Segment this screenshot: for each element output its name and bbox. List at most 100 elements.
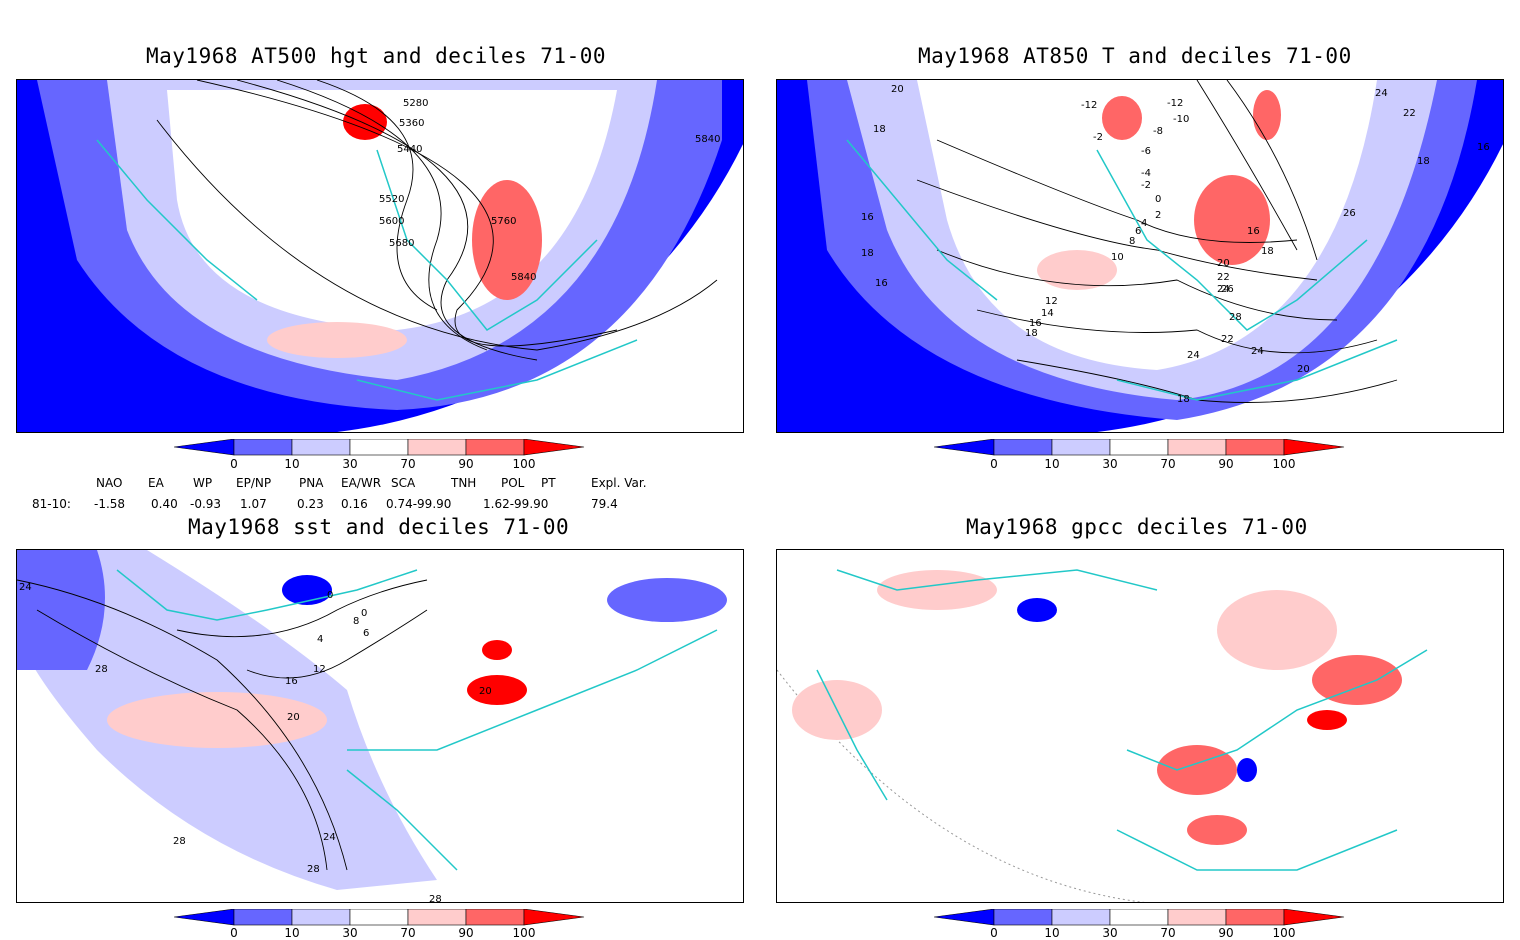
- colorbar-label: 10: [284, 457, 300, 471]
- panel-title-sst: May1968 sst and deciles 71-00: [188, 515, 570, 539]
- contour-label: 5360: [399, 118, 424, 129]
- contour-label: 0: [361, 608, 367, 619]
- contour-label: 20: [479, 686, 492, 697]
- index-header: WP: [193, 476, 213, 490]
- map-anomaly-pink-1: [1217, 590, 1337, 670]
- map-svg-gpcc: [777, 569, 1428, 902]
- map-anomaly-red-1: [1194, 175, 1270, 265]
- colorbar-upper-arrow: [1283, 909, 1345, 926]
- index-value: 1.07: [240, 497, 267, 511]
- map-anomaly-red-3: [1253, 90, 1281, 140]
- map-anomaly-red-1: [1312, 655, 1402, 705]
- contour-label: 16: [861, 212, 874, 223]
- map-anomaly-red: [467, 675, 527, 705]
- colorbar-upper-arrow: [1283, 439, 1345, 456]
- contour-label: 5280: [403, 98, 428, 109]
- contour-label: 18: [1025, 328, 1038, 339]
- map-coastlines: [846, 139, 1398, 401]
- contour-label: 18: [1261, 246, 1274, 257]
- contour-label: 24: [1375, 88, 1388, 99]
- contour-label: 6: [1135, 226, 1141, 237]
- index-value: -0.93: [190, 497, 222, 511]
- map-panel-hgt500: 5280 5360 5440 5520 5600 5680 5760 5840 …: [16, 79, 744, 433]
- map-svg-hgt500: 5280 5360 5440 5520 5600 5680 5760 5840 …: [17, 80, 743, 432]
- contour-label: -10: [1173, 114, 1189, 125]
- colorbar-t850: [934, 439, 1345, 456]
- map-anomaly-blue-1: [1017, 598, 1057, 622]
- colorbar-lower-arrow: [174, 909, 235, 926]
- contour-label: 22: [1217, 272, 1230, 283]
- contour-label: 16: [1029, 318, 1042, 329]
- map-ocean-mid: [17, 550, 105, 670]
- colorbar-label: 90: [1218, 926, 1234, 940]
- contour-label: 12: [1045, 296, 1058, 307]
- contour-label: -4: [1141, 168, 1151, 179]
- map-anomaly-red-2: [1157, 745, 1237, 795]
- index-value: -1.58: [94, 497, 126, 511]
- colorbar-label: 30: [1102, 926, 1118, 940]
- colorbar-gpcc: [934, 909, 1345, 926]
- colorbar-seg: [1051, 909, 1111, 926]
- contour-label: 26: [1221, 284, 1234, 295]
- colorbar-seg: [349, 909, 409, 926]
- map-panel-sst: 24 28 0 0 4 6 8 12 16 20 20 24 28 28 28: [16, 549, 744, 903]
- contour-label: 20: [287, 712, 300, 723]
- colorbar-upper-arrow: [523, 439, 585, 456]
- colorbar-seg: [407, 909, 467, 926]
- contour-label: 18: [873, 124, 886, 135]
- contour-label: 2: [1155, 210, 1161, 221]
- colorbar-lower-arrow: [174, 439, 235, 456]
- map-anomaly-red-4: [1307, 710, 1347, 730]
- contour-label: 5520: [379, 194, 404, 205]
- colorbar-label: 30: [342, 457, 358, 471]
- index-value: 0.16: [341, 497, 368, 511]
- colorbar-upper-arrow: [523, 909, 585, 926]
- colorbar-seg: [1051, 439, 1111, 456]
- colorbar-label: 30: [342, 926, 358, 940]
- map-anomaly-pink: [1037, 250, 1117, 290]
- index-header: TNH: [451, 476, 477, 490]
- map-anomaly-blue-2: [282, 575, 332, 605]
- colorbar-label: 10: [284, 926, 300, 940]
- colorbar-label: 90: [458, 457, 474, 471]
- contour-label: 28: [173, 836, 186, 847]
- colorbar-seg: [465, 909, 525, 926]
- map-anomaly-red-1: [472, 180, 542, 300]
- map-anomaly-red-2: [482, 640, 512, 660]
- contour-label: 5600: [379, 216, 404, 227]
- contour-labels-t850: -12 -12 -10 -8 -6 -4 -2 -2 0 2 4 6 8 10 …: [861, 84, 1490, 405]
- contour-label: 16: [285, 676, 298, 687]
- map-contours-hgt500: [156, 80, 718, 361]
- contour-label: 5840: [511, 272, 536, 283]
- map-svg-t850: -12 -12 -10 -8 -6 -4 -2 -2 0 2 4 6 8 10 …: [777, 80, 1503, 432]
- contour-labels-sst: 24 28 0 0 4 6 8 12 16 20 20 24 28 28 28: [19, 582, 492, 902]
- contour-label: 20: [1297, 364, 1310, 375]
- index-row-label: 81-10:: [32, 497, 71, 511]
- map-contours-sst: [17, 579, 428, 871]
- contour-label: 18: [1177, 394, 1190, 405]
- colorbar-label: 0: [990, 457, 998, 471]
- contour-label: -2: [1141, 180, 1151, 191]
- contour-label: 28: [1229, 312, 1242, 323]
- contour-label: 14: [1041, 308, 1054, 319]
- index-header: EA/WR: [341, 476, 382, 490]
- colorbar-label: 100: [512, 457, 536, 471]
- map-anomaly-blue-2: [1237, 758, 1257, 782]
- panel-title-gpcc: May1968 gpcc deciles 71-00: [966, 515, 1308, 539]
- contour-label: 22: [1403, 108, 1416, 119]
- contour-label: 20: [1217, 258, 1230, 269]
- colorbar-seg: [1225, 909, 1285, 926]
- colorbar-seg: [407, 439, 467, 456]
- colorbar-seg: [349, 439, 409, 456]
- contour-label: 0: [327, 590, 333, 601]
- index-value: 0.23: [297, 497, 324, 511]
- contour-label: 28: [95, 664, 108, 675]
- colorbar-label: 70: [1160, 457, 1176, 471]
- contour-label: 4: [317, 634, 323, 645]
- contour-label: 24: [19, 582, 32, 593]
- panel-title-hgt500: May1968 AT500 hgt and deciles 71-00: [146, 44, 607, 68]
- colorbar-label: 100: [512, 926, 536, 940]
- index-value: 1.62-99.90: [483, 497, 549, 511]
- colorbar-label: 30: [1102, 457, 1118, 471]
- contour-label: 16: [1247, 226, 1260, 237]
